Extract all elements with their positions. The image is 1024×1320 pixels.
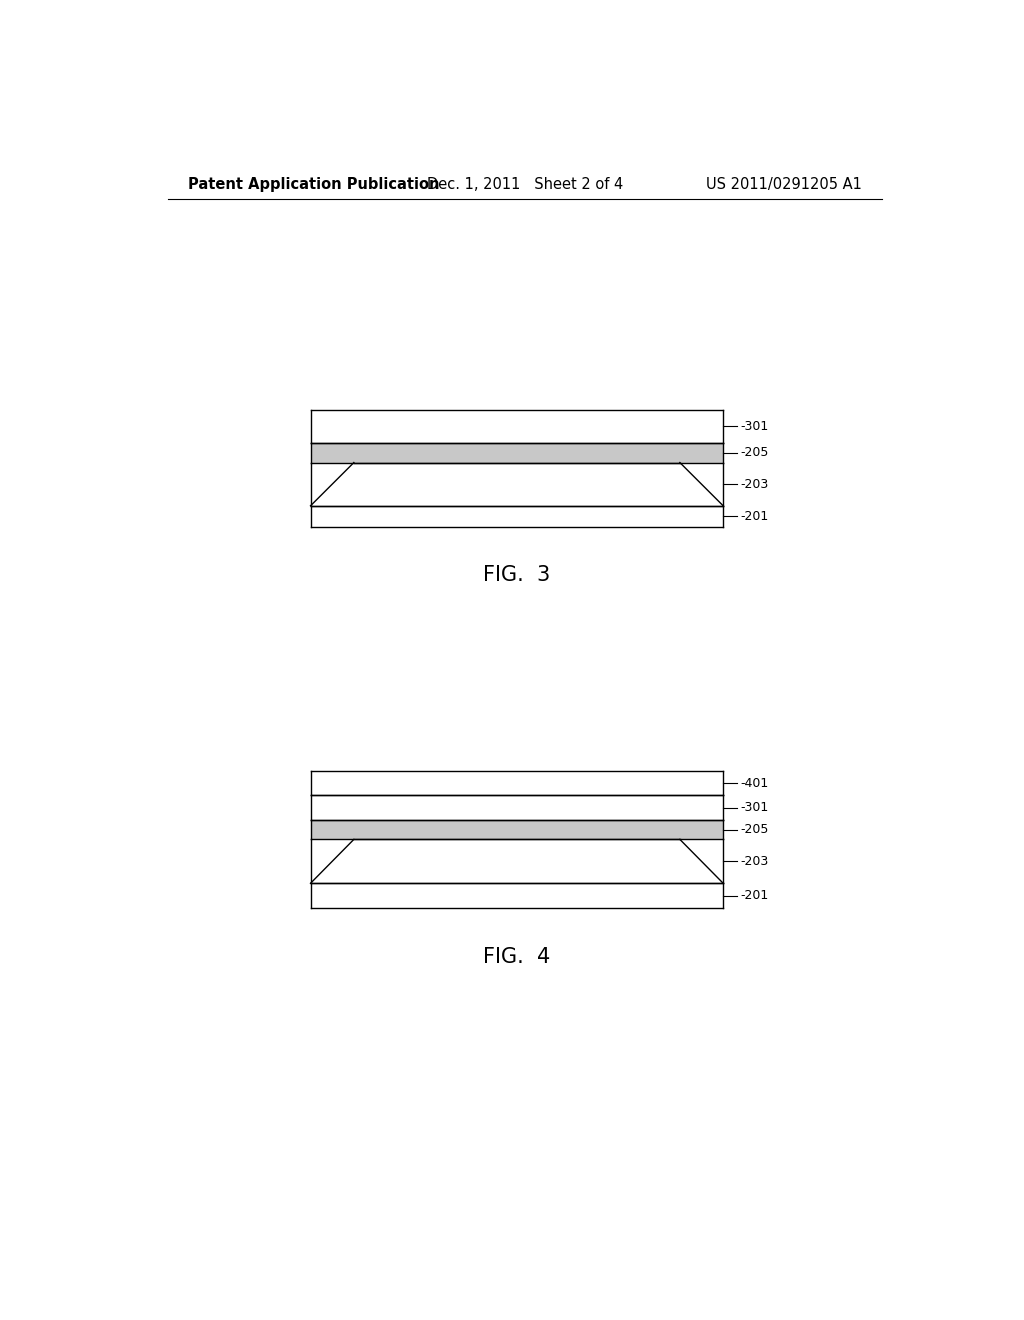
Text: Patent Application Publication: Patent Application Publication [187, 177, 439, 191]
Text: -205: -205 [740, 824, 769, 837]
Text: -301: -301 [740, 801, 769, 814]
Text: -205: -205 [740, 446, 769, 459]
Polygon shape [310, 771, 723, 796]
Text: FIG.  3: FIG. 3 [483, 565, 551, 586]
Polygon shape [310, 442, 723, 462]
Text: -301: -301 [740, 420, 769, 433]
Text: -401: -401 [740, 776, 769, 789]
Polygon shape [310, 411, 723, 442]
Text: -201: -201 [740, 890, 769, 902]
Polygon shape [310, 796, 723, 820]
Text: -201: -201 [740, 510, 769, 523]
Text: FIG.  4: FIG. 4 [483, 946, 551, 966]
Text: -203: -203 [740, 855, 769, 867]
Polygon shape [354, 840, 680, 883]
Polygon shape [354, 462, 680, 506]
Polygon shape [310, 820, 723, 840]
Text: US 2011/0291205 A1: US 2011/0291205 A1 [707, 177, 862, 191]
Polygon shape [310, 506, 723, 527]
Polygon shape [310, 883, 723, 908]
Text: -203: -203 [740, 478, 769, 491]
Text: Dec. 1, 2011   Sheet 2 of 4: Dec. 1, 2011 Sheet 2 of 4 [427, 177, 623, 191]
